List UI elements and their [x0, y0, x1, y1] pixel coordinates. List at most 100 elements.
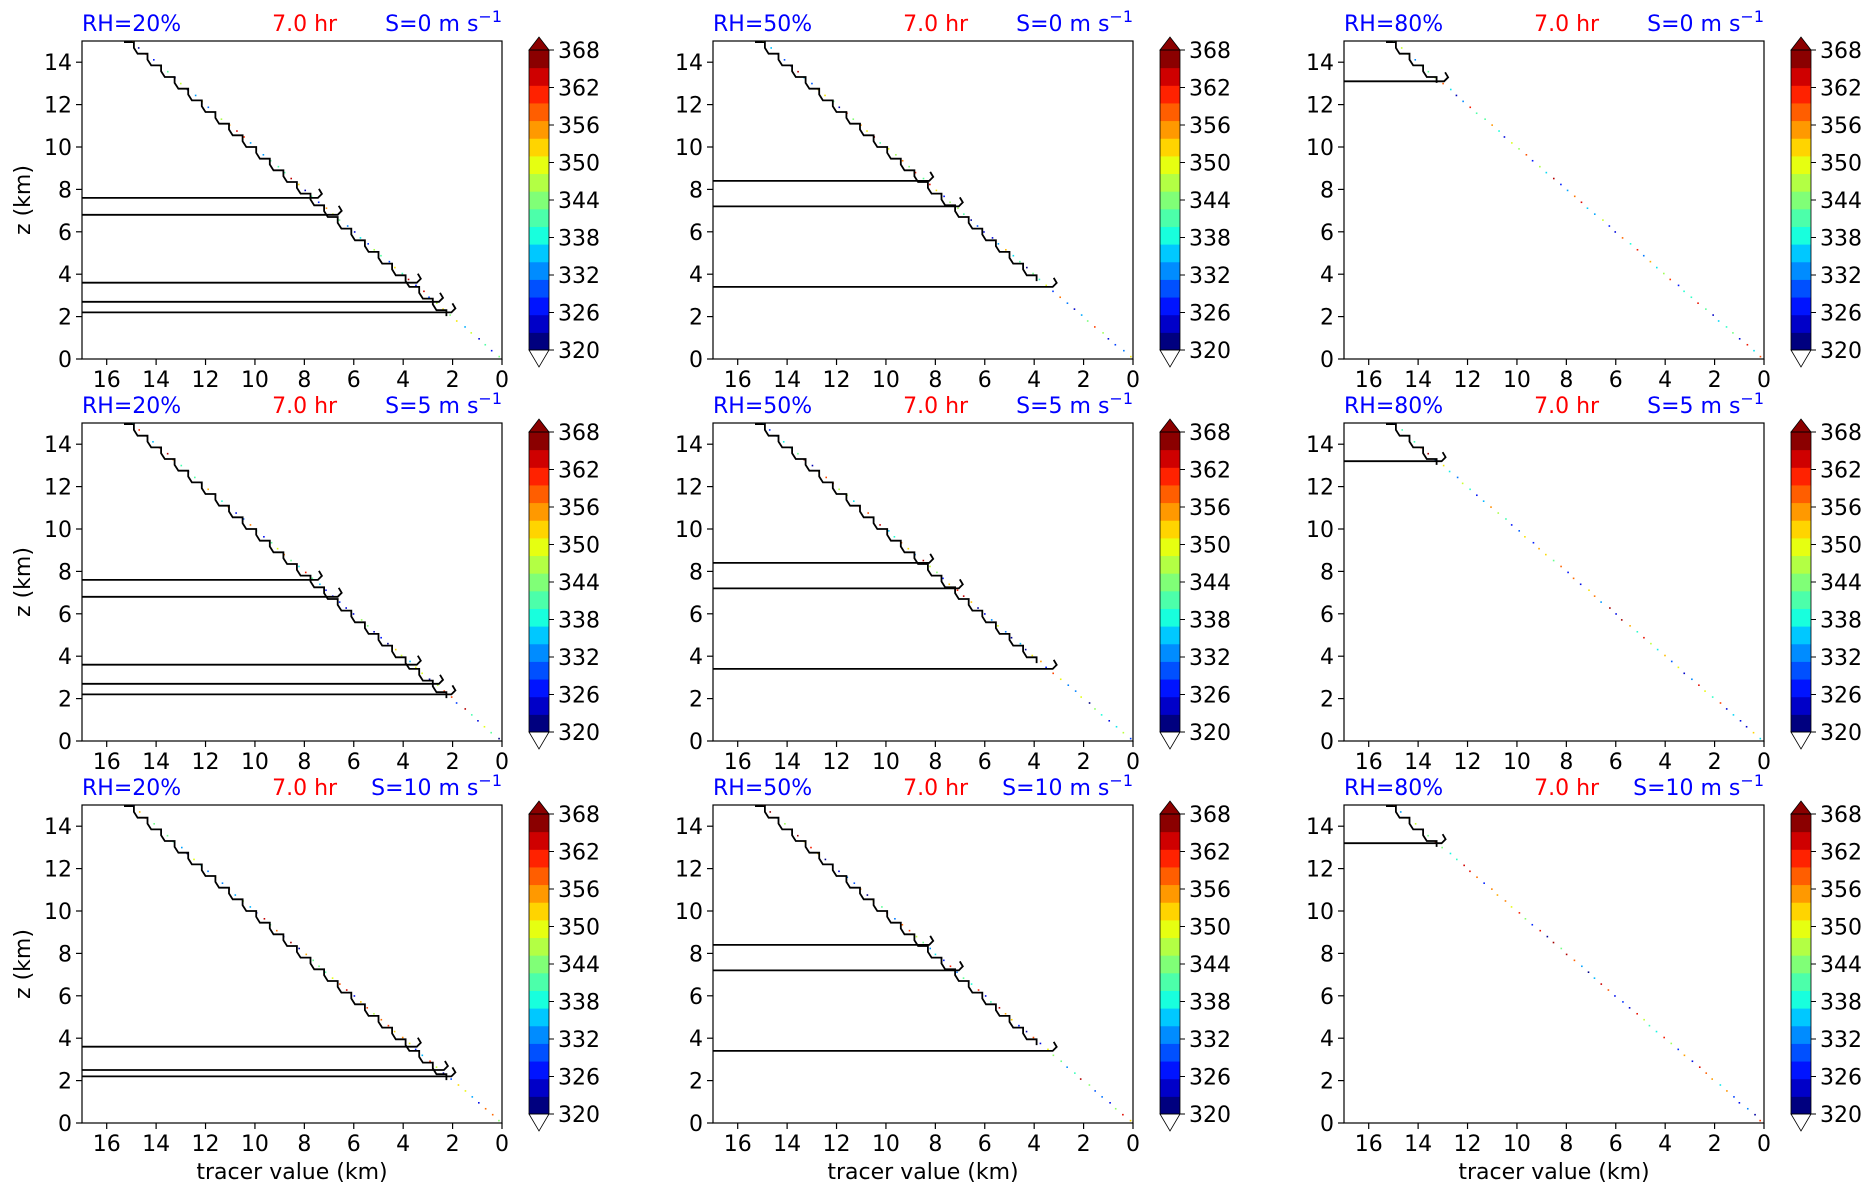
tracer-dot — [1025, 1030, 1028, 1033]
colorbar-extend-min — [528, 349, 550, 368]
tracer-dot — [325, 207, 328, 210]
tracer-dot — [852, 500, 855, 502]
tracer-dot — [464, 1090, 467, 1092]
x-tick-label: 14 — [773, 368, 801, 393]
tracer-dot — [1621, 237, 1624, 239]
tracer-dot — [1503, 136, 1506, 138]
colorbar-tick-label: 338 — [1820, 609, 1862, 634]
colorbar-tick-label: 356 — [1820, 878, 1862, 903]
y-tick-label: 14 — [44, 51, 72, 76]
colorbar-bin — [529, 573, 549, 592]
colorbar-bin — [529, 1008, 549, 1027]
tracer-dot — [1455, 94, 1458, 97]
colorbar-bin — [529, 261, 549, 280]
plot-area — [1343, 804, 1765, 1124]
x-tick-label: 16 — [1355, 750, 1383, 775]
contour-layer-edge — [82, 570, 324, 581]
tracer-dot — [1698, 684, 1700, 686]
colorbar-tick-label: 320 — [558, 339, 600, 364]
title-time: 7.0 hr — [272, 394, 338, 419]
tracer-dot — [1123, 349, 1125, 352]
tracer-dot — [1670, 1042, 1673, 1045]
y-tick-label: 10 — [44, 518, 72, 543]
x-tick-label: 4 — [1027, 750, 1041, 775]
tracer-dot — [1469, 488, 1471, 491]
colorbar-bin — [529, 279, 549, 298]
colorbar-tick-label: 326 — [1820, 684, 1862, 709]
tracer-dot — [498, 355, 501, 358]
colorbar-bin — [1160, 173, 1180, 192]
tracer-dot — [956, 589, 959, 592]
colorbar-bin — [1791, 1078, 1811, 1097]
tracer-dot — [1531, 159, 1534, 162]
x-tick-label: 12 — [1454, 368, 1482, 393]
x-tick-label: 2 — [1077, 368, 1091, 393]
tracer-dot — [194, 94, 197, 97]
tracer-dot — [1725, 326, 1728, 328]
tracer-dot — [442, 1072, 445, 1074]
tracer-dot — [888, 530, 890, 532]
colorbar-tick-label: 320 — [1189, 339, 1231, 364]
tracer-dot — [901, 923, 904, 926]
y-tick-label: 6 — [58, 603, 72, 628]
contour — [713, 805, 1058, 1052]
tracer-dot — [1114, 1107, 1117, 1110]
tracer-dot — [360, 1001, 362, 1003]
tracer-dot — [1032, 1036, 1035, 1039]
y-tick-label: 0 — [689, 1112, 703, 1137]
tracer-dot — [1482, 500, 1485, 502]
colorbar-bin — [529, 866, 549, 886]
title-rh: RH=50% — [713, 776, 812, 801]
tracer-dot — [1712, 314, 1714, 316]
colorbar-extend-min — [1790, 1113, 1812, 1132]
y-tick-label: 2 — [1320, 688, 1334, 713]
tracer-dot — [1609, 607, 1611, 609]
tracer-dot — [1677, 666, 1680, 669]
y-tick-label: 14 — [44, 433, 72, 458]
colorbar-tick-label: 344 — [1189, 571, 1231, 596]
y-tick-label: 2 — [689, 1070, 703, 1095]
colorbar-bin — [529, 67, 549, 86]
colorbar-bin — [1160, 1061, 1180, 1080]
x-tick-label: 2 — [1077, 750, 1091, 775]
colorbar-bin — [1791, 1008, 1811, 1027]
tracer-dot — [1018, 1024, 1020, 1027]
colorbar-tick-label: 368 — [1820, 803, 1862, 828]
colorbar-tick-label: 320 — [558, 721, 600, 746]
tracer-dot — [1614, 231, 1617, 233]
tracer-dot — [1441, 846, 1443, 849]
tracer-dot — [1579, 583, 1582, 586]
y-tick-label: 10 — [1306, 136, 1334, 161]
colorbar-bin — [1160, 244, 1180, 263]
tracer-dot — [207, 870, 209, 873]
tracer-dot — [1052, 290, 1054, 293]
x-tick-label: 8 — [928, 368, 942, 393]
plot-area — [81, 422, 503, 742]
tracer-dot — [908, 929, 911, 932]
tracer-dot — [1650, 642, 1652, 645]
contour-layer-edge — [82, 587, 343, 598]
x-tick-label: 10 — [872, 1132, 900, 1157]
x-tick-label: 2 — [446, 750, 460, 775]
x-tick-label: 14 — [142, 1132, 170, 1157]
tracer-dot — [1019, 260, 1021, 263]
colorbar-bin — [529, 208, 549, 227]
tracer-dot — [470, 714, 473, 716]
x-tick-label: 8 — [297, 750, 311, 775]
tracer-dot — [490, 349, 493, 352]
tracer-dot — [1066, 302, 1069, 304]
tracer-dot — [484, 1107, 487, 1110]
contour-staircase — [1386, 41, 1438, 83]
x-tick-label: 0 — [1757, 368, 1771, 393]
contour-staircase — [755, 41, 1038, 282]
y-tick-label: 2 — [1320, 1070, 1334, 1095]
x-tick-label: 4 — [396, 368, 410, 393]
y-tick-label: 0 — [1320, 1112, 1334, 1137]
colorbar-bin — [1791, 1043, 1811, 1062]
tracer-dot — [442, 308, 444, 310]
x-tick-label: 10 — [1503, 1132, 1531, 1157]
colorbar-bin — [1160, 261, 1180, 280]
tracer-dot — [1669, 278, 1672, 281]
colorbar-bin — [1791, 226, 1811, 245]
colorbar-tick-label: 338 — [1189, 609, 1231, 634]
